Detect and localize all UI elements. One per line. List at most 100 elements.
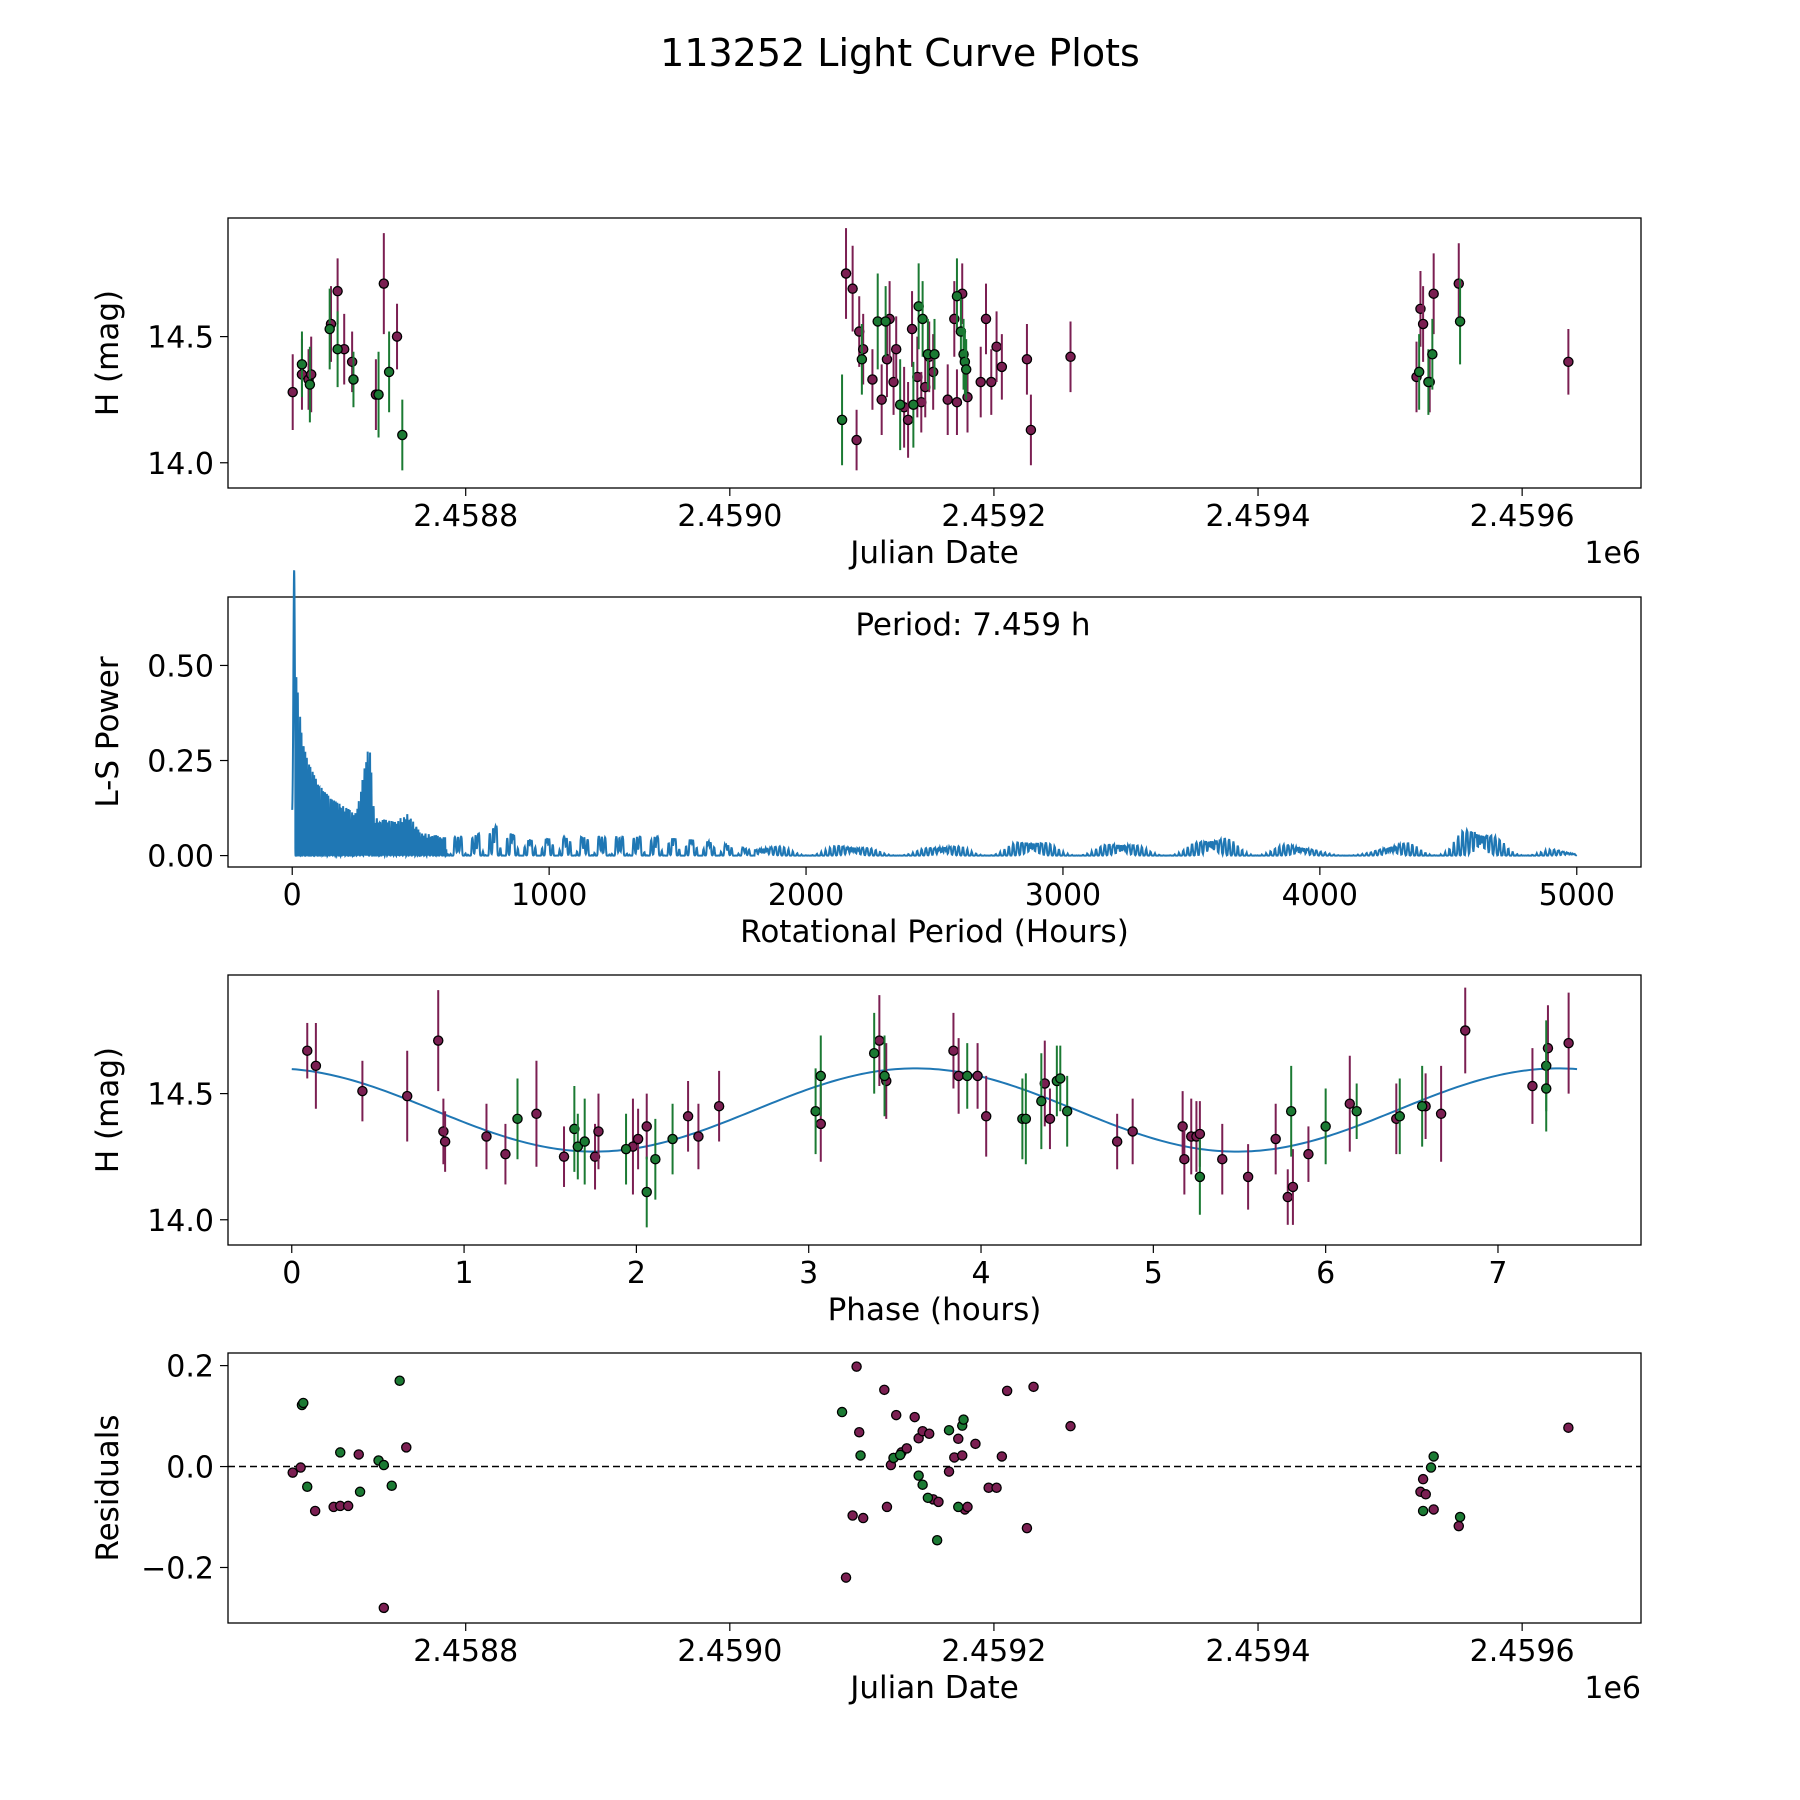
phased-x-tick-label: 5: [1144, 1256, 1163, 1291]
residuals-frame: [227, 1352, 1642, 1624]
phased-x-tick-label: 1: [455, 1256, 474, 1291]
residuals-point-magenta: [857, 1512, 869, 1524]
phased-point-magenta: [593, 1126, 604, 1137]
phased-point-green: [512, 1113, 523, 1125]
residuals-point-green: [1428, 1451, 1439, 1462]
lightcurve-point-magenta: [991, 341, 1002, 352]
residuals-point-magenta: [287, 1467, 298, 1478]
periodogram-x-tick-label: 5000: [1539, 878, 1615, 913]
residuals-point-magenta: [879, 1384, 890, 1396]
lightcurve-point-magenta: [1453, 278, 1465, 289]
phased-point-green: [1020, 1113, 1032, 1125]
phased-x-tick-label: 2: [627, 1256, 646, 1291]
phased-point-magenta: [302, 1045, 313, 1056]
phased-point-magenta: [531, 1108, 542, 1120]
lightcurve-point-magenta: [996, 361, 1008, 373]
phased-point-green: [868, 1047, 880, 1059]
residuals-point-magenta: [881, 1501, 893, 1513]
lightcurve-point-green: [296, 359, 308, 370]
phased-point-green: [879, 1070, 890, 1082]
residuals-point-magenta: [1001, 1385, 1013, 1397]
phased-point-magenta: [1287, 1181, 1299, 1193]
periodogram-x-tick-label: 2000: [768, 878, 844, 913]
phased-point-magenta: [874, 1035, 885, 1046]
phased-point-green: [1394, 1111, 1406, 1122]
phased-y-tick-label: 14.5: [147, 1078, 214, 1113]
residuals-point-green: [378, 1459, 390, 1471]
panel-phased: Phase (hours) H (mag) 0 1 2 3 4 5 6 7 14.0 14.5: [90, 974, 1642, 1328]
lightcurve-point-magenta: [851, 434, 862, 446]
residuals-point-green: [301, 1481, 313, 1492]
lightcurve-point-green: [856, 354, 868, 365]
phased-point-green: [572, 1141, 584, 1152]
lightcurve-point-green: [373, 389, 384, 400]
phased-point-green: [810, 1106, 821, 1117]
lightcurve-point-magenta: [927, 366, 939, 378]
residuals-point-green: [334, 1447, 346, 1458]
phased-point-green: [1351, 1106, 1362, 1117]
lightcurve-point-green: [332, 343, 343, 355]
phased-point-magenta: [1435, 1108, 1447, 1120]
phased-point-magenta: [1127, 1126, 1138, 1137]
lightcurve-point-magenta: [332, 285, 343, 297]
lightcurve-point-green: [1454, 316, 1466, 327]
lightcurve-point-green: [383, 366, 395, 378]
phased-point-magenta: [401, 1090, 413, 1102]
phased-point-magenta: [953, 1070, 964, 1082]
phased-x-tick-label: 7: [1488, 1256, 1507, 1291]
lightcurve-point-magenta: [847, 283, 858, 294]
phased-point-magenta: [632, 1133, 644, 1145]
figure-title: 113252 Light Curve Plots: [660, 31, 1140, 75]
phased-point-magenta: [432, 1035, 444, 1046]
phased-point-magenta: [357, 1085, 368, 1097]
phased-point-green: [620, 1143, 632, 1155]
residuals-point-magenta: [378, 1602, 390, 1614]
lightcurve-point-green: [397, 429, 408, 441]
lightcurve-x-tick-label: 2.4590: [677, 499, 782, 534]
lightcurve-point-magenta: [881, 354, 893, 365]
residuals-point-magenta: [970, 1438, 981, 1450]
residuals-point-green: [394, 1375, 405, 1387]
phased-point-magenta: [310, 1060, 322, 1072]
residuals-point-magenta: [933, 1496, 944, 1508]
residuals-point-magenta: [1428, 1504, 1439, 1515]
phased-point-magenta: [589, 1151, 601, 1162]
residuals-point-magenta: [943, 1466, 955, 1477]
phased-point-green: [1194, 1171, 1206, 1183]
phased-point-magenta: [948, 1045, 959, 1056]
phased-point-magenta: [439, 1136, 451, 1147]
periodogram-y-label: L-S Power: [90, 656, 126, 807]
residuals-point-magenta: [953, 1433, 964, 1445]
residuals-point-green: [958, 1414, 969, 1425]
residuals-x-label: Julian Date: [848, 1670, 1019, 1706]
residuals-point-magenta: [840, 1572, 852, 1583]
periodogram-line: [291, 570, 1578, 860]
phased-point-magenta: [1217, 1153, 1228, 1165]
lightcurve-x-tick-label: 2.4588: [413, 499, 518, 534]
lightcurve-point-magenta: [951, 396, 963, 408]
residuals-point-green: [1417, 1505, 1429, 1517]
lightcurve-x-tick-label: 2.4596: [1470, 499, 1575, 534]
residuals-point-magenta: [923, 1428, 935, 1439]
lightcurve-point-magenta: [986, 376, 997, 388]
phased-point-green: [650, 1153, 661, 1165]
lightcurve-point-magenta: [378, 278, 390, 289]
phased-point-magenta: [558, 1151, 570, 1162]
phased-point-magenta: [1459, 1025, 1471, 1036]
phased-point-magenta: [438, 1126, 449, 1137]
residuals-point-magenta: [890, 1409, 902, 1421]
phased-point-green: [667, 1133, 678, 1145]
periodogram-y-tick-label: 0.50: [147, 649, 214, 684]
residuals-point-green: [1454, 1511, 1466, 1523]
lightcurve-point-magenta: [346, 356, 358, 368]
phased-point-magenta: [1542, 1042, 1554, 1054]
phased-point-green: [1416, 1100, 1428, 1112]
lightcurve-point-green: [880, 316, 891, 327]
residuals-point-green: [298, 1397, 309, 1409]
lightcurve-y-tick-label: 14.5: [147, 321, 214, 356]
phased-point-magenta: [815, 1118, 827, 1130]
lightcurve-y-tick-label: 14.0: [147, 447, 214, 482]
phased-point-green: [1061, 1106, 1073, 1117]
phased-point-magenta: [1563, 1037, 1574, 1049]
residuals-point-magenta: [1563, 1422, 1574, 1433]
